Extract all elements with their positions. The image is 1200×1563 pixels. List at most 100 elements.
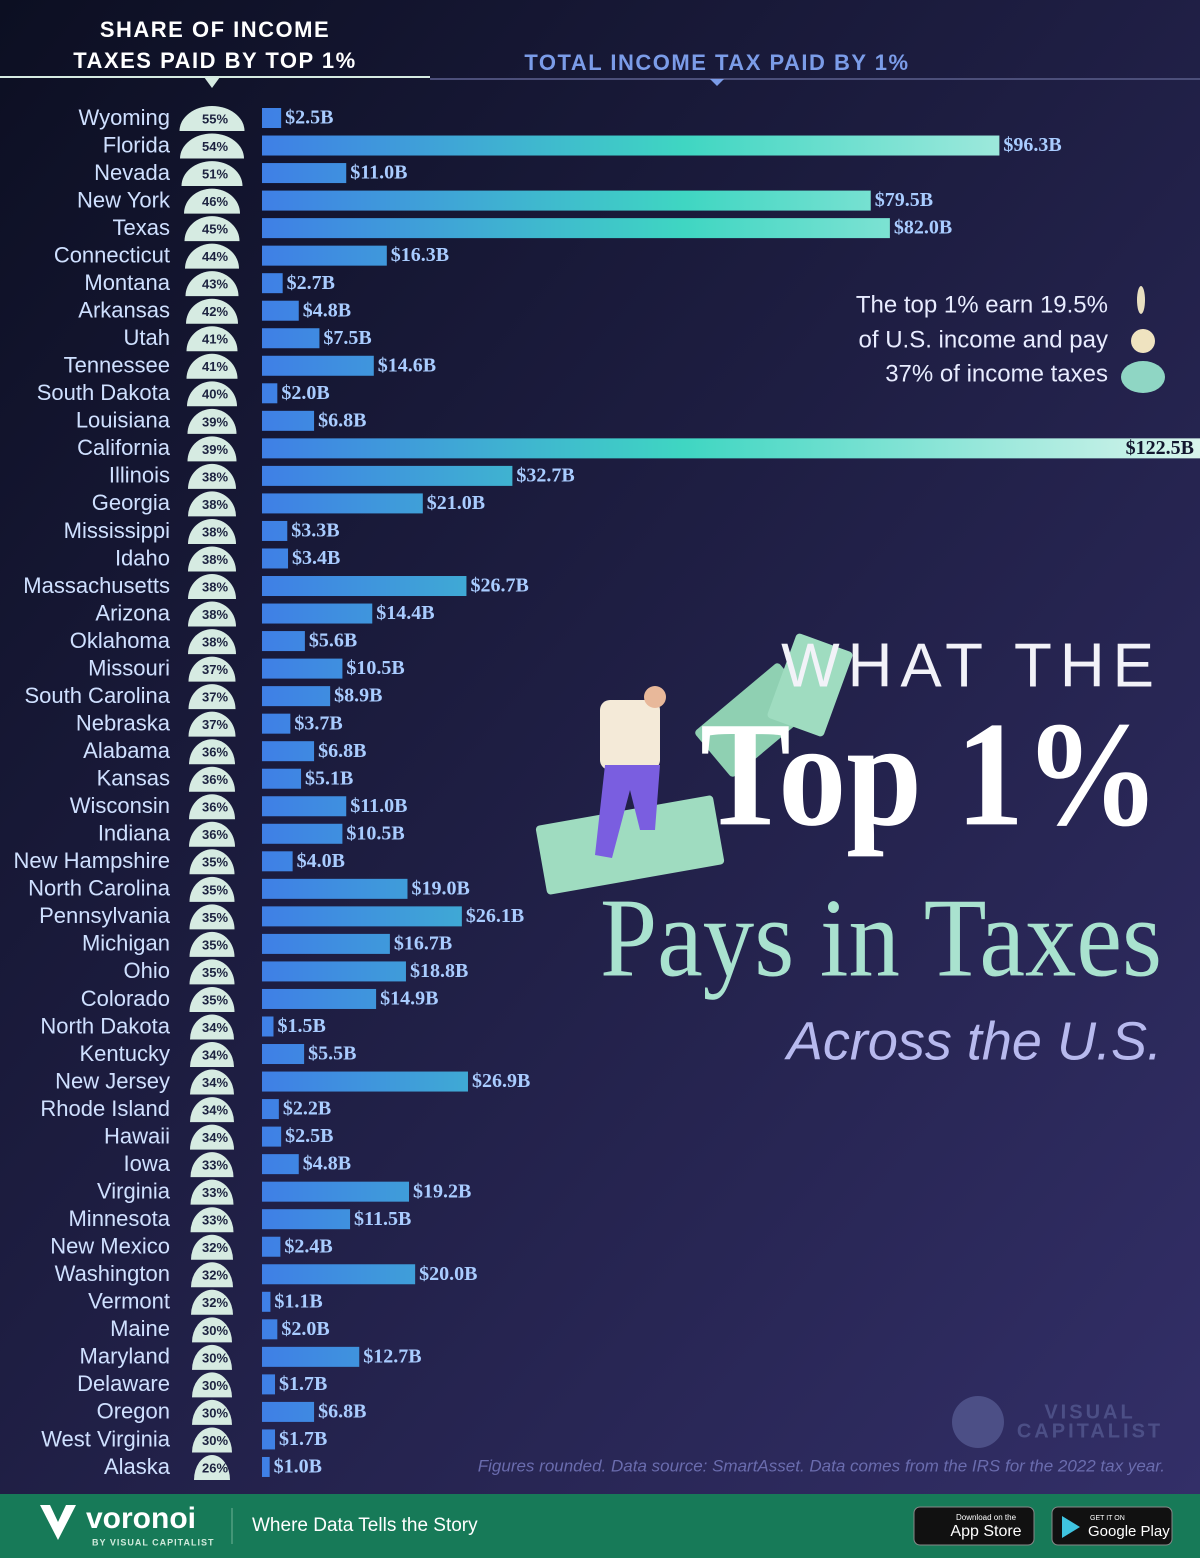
share-badge — [185, 243, 239, 269]
value-label: $79.5B — [875, 189, 933, 211]
share-badge — [190, 1069, 234, 1095]
share-label: 35% — [202, 992, 228, 1007]
header-pointer — [710, 79, 724, 86]
app-store-text: App Store — [950, 1523, 1021, 1540]
state-label: North Carolina — [28, 876, 171, 901]
share-label: 37% — [202, 662, 228, 677]
state-label: Ohio — [124, 958, 170, 983]
value-label: $14.4B — [376, 602, 434, 624]
bar — [262, 1456, 270, 1477]
value-label: $96.3B — [1003, 134, 1061, 156]
value-label: $2.5B — [285, 107, 333, 129]
bar — [262, 1209, 351, 1230]
share-badge — [188, 656, 236, 682]
share-badge — [191, 1289, 233, 1315]
bar — [262, 1429, 276, 1450]
bar — [262, 961, 406, 982]
share-label: 33% — [202, 1158, 228, 1173]
share-label: 44% — [202, 249, 228, 264]
share-badge — [184, 216, 240, 242]
app-store-text: Download on the — [956, 1513, 1017, 1522]
state-label: California — [77, 435, 171, 460]
share-badge — [186, 326, 238, 352]
app-store-button[interactable] — [913, 1506, 1035, 1546]
value-label: $6.8B — [318, 409, 366, 431]
state-label: Arkansas — [78, 298, 170, 323]
share-badge — [190, 1097, 234, 1123]
share-label: 30% — [202, 1433, 228, 1448]
share-badge — [191, 1234, 233, 1260]
value-label: $11.5B — [354, 1208, 411, 1230]
footer: voronoi BY VISUAL CAPITALIST Where Data … — [0, 1494, 1200, 1558]
share-label: 43% — [202, 277, 228, 292]
state-label: Florida — [103, 132, 171, 157]
share-label: 30% — [202, 1378, 228, 1393]
bar — [262, 108, 282, 128]
value-label: $7.5B — [323, 327, 371, 349]
state-label: New York — [77, 187, 171, 212]
value-label: $26.1B — [466, 905, 524, 927]
subtitle: Across the U.S. — [784, 1011, 1162, 1071]
share-badge — [190, 1014, 234, 1040]
bar — [262, 438, 1200, 459]
value-label: $2.7B — [287, 272, 335, 294]
share-badge — [188, 491, 237, 517]
share-label: 33% — [202, 1185, 228, 1200]
bar — [262, 465, 513, 486]
share-label: 30% — [202, 1350, 228, 1365]
value-label: $2.5B — [285, 1125, 333, 1147]
share-label: 30% — [202, 1323, 228, 1338]
value-label: $16.7B — [394, 932, 452, 954]
share-badge — [192, 1399, 232, 1425]
value-label: $21.0B — [427, 492, 485, 514]
share-label: 32% — [202, 1295, 228, 1310]
share-badge — [189, 876, 235, 902]
share-badge — [189, 959, 235, 985]
share-label: 34% — [202, 1020, 228, 1035]
share-label: 30% — [202, 1405, 228, 1420]
state-label: New Mexico — [50, 1234, 170, 1259]
bar — [262, 1044, 305, 1065]
tagline: Where Data Tells the Story — [252, 1515, 478, 1536]
state-label: Washington — [55, 1261, 170, 1286]
bar — [262, 163, 347, 184]
state-label: Maryland — [80, 1344, 170, 1369]
share-badge — [189, 766, 236, 792]
share-label: 39% — [202, 442, 228, 457]
title: Pays in Taxes — [600, 877, 1162, 1001]
source: Figures rounded. Data source: SmartAsset… — [478, 1456, 1165, 1475]
figure — [595, 765, 660, 858]
share-label: 35% — [202, 910, 228, 925]
state-label: Wyoming — [79, 105, 171, 130]
share-badge — [186, 353, 238, 379]
share-badge — [192, 1317, 232, 1343]
bar — [262, 1099, 279, 1120]
state-label: Missouri — [88, 655, 170, 680]
state-label: Massachusetts — [23, 573, 170, 598]
bar — [262, 796, 347, 817]
state-label: New Hampshire — [14, 848, 171, 873]
share-label: 37% — [202, 690, 228, 705]
state-label: Oregon — [97, 1399, 170, 1424]
google-play-button[interactable] — [1051, 1506, 1173, 1546]
annotation: of U.S. income and pay — [859, 326, 1108, 353]
share-label: 38% — [202, 579, 228, 594]
state-label: North Dakota — [40, 1013, 170, 1038]
share-label: 35% — [202, 882, 228, 897]
share-badge — [179, 105, 245, 131]
coin-icon — [1131, 329, 1155, 353]
state-label: Minnesota — [68, 1206, 170, 1231]
state-label: Illinois — [109, 463, 170, 488]
share-label: 36% — [202, 745, 228, 760]
share-label: 38% — [202, 607, 228, 622]
bar — [262, 851, 293, 872]
value-label: $10.5B — [346, 822, 404, 844]
bar — [262, 603, 373, 624]
value-label: $14.9B — [380, 988, 438, 1010]
state-label: Idaho — [115, 545, 170, 570]
bar — [262, 631, 305, 652]
share-badge — [192, 1372, 232, 1398]
bar — [262, 410, 315, 431]
share-badge — [184, 188, 241, 214]
